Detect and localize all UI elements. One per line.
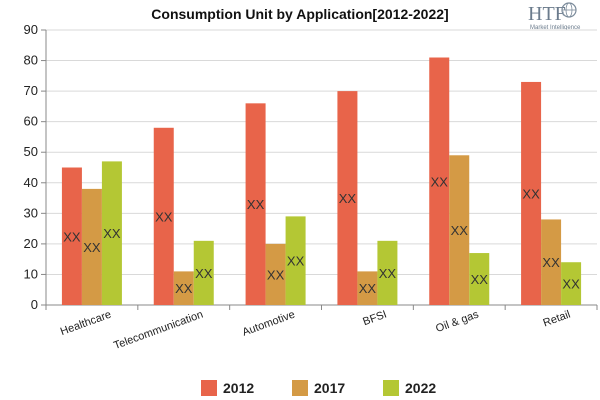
category-label: BFSI [361,309,388,329]
data-label: XX [247,197,265,212]
y-tick-label: 90 [24,22,38,37]
bar [337,91,358,305]
bar [561,262,582,305]
category-label: Retail [542,309,573,330]
bar [357,271,378,305]
data-label: XX [359,281,377,296]
data-label: XX [63,229,81,244]
x-axis: Healthcare Telecommunication Automotive BFS… [45,305,598,352]
logo: HTF Market Intelligence [528,2,581,31]
data-label: XX [379,266,397,281]
globe-icon [561,2,577,18]
data-label: XX [431,174,449,189]
bar [173,271,194,305]
data-label: XX [562,277,580,292]
bar [541,219,562,305]
bar [469,253,490,305]
bar [377,240,398,305]
data-label: XX [471,272,489,287]
legend-label: 2022 [405,380,436,396]
legend-label: 2012 [223,380,254,396]
data-label: XX [451,223,469,238]
bars [61,57,582,306]
data-label: XX [522,186,540,201]
y-tick-label: 40 [24,175,38,190]
bar [81,188,102,305]
bar [153,127,174,306]
logo-subtitle: Market Intelligence [530,25,581,31]
bar [101,161,122,305]
data-label: XX [83,240,101,255]
data-label: XX [175,281,193,296]
data-label: XX [267,267,285,282]
data-label: XX [155,209,173,224]
legend-swatch [383,380,399,396]
bar [245,103,266,305]
y-tick-label: 30 [24,205,38,220]
chart-title: Consumption Unit by Application[2012-202… [151,6,448,22]
legend-label: 2017 [314,380,345,396]
legend-swatch [201,380,217,396]
bar [521,81,542,305]
data-label: XX [542,255,560,270]
data-label: XX [195,266,213,281]
data-label: XX [339,191,357,206]
y-tick-label: 70 [24,83,38,98]
bar [265,243,286,305]
y-tick-label: 60 [24,114,38,129]
bar [429,57,450,305]
y-tick-label: 80 [24,53,38,68]
category-label: Healthcare [59,309,113,338]
category-label: Oil & gas [434,308,481,335]
data-label: XX [287,254,305,269]
bar [193,240,214,305]
legend-swatch [292,380,308,396]
category-label: Automotive [241,309,297,339]
data-label: XX [103,226,121,241]
y-tick-label: 10 [24,266,38,281]
y-tick-label: 20 [24,236,38,251]
logo-text: HTF [528,3,566,25]
y-tick-label: 0 [31,297,38,312]
bar [449,155,470,305]
legend: 2012 2017 2022 [201,380,436,396]
category-label: Telecommunication [112,309,205,352]
y-tick-label: 50 [24,144,38,159]
gridlines [46,29,597,306]
bar [61,167,82,305]
bar [285,216,306,305]
